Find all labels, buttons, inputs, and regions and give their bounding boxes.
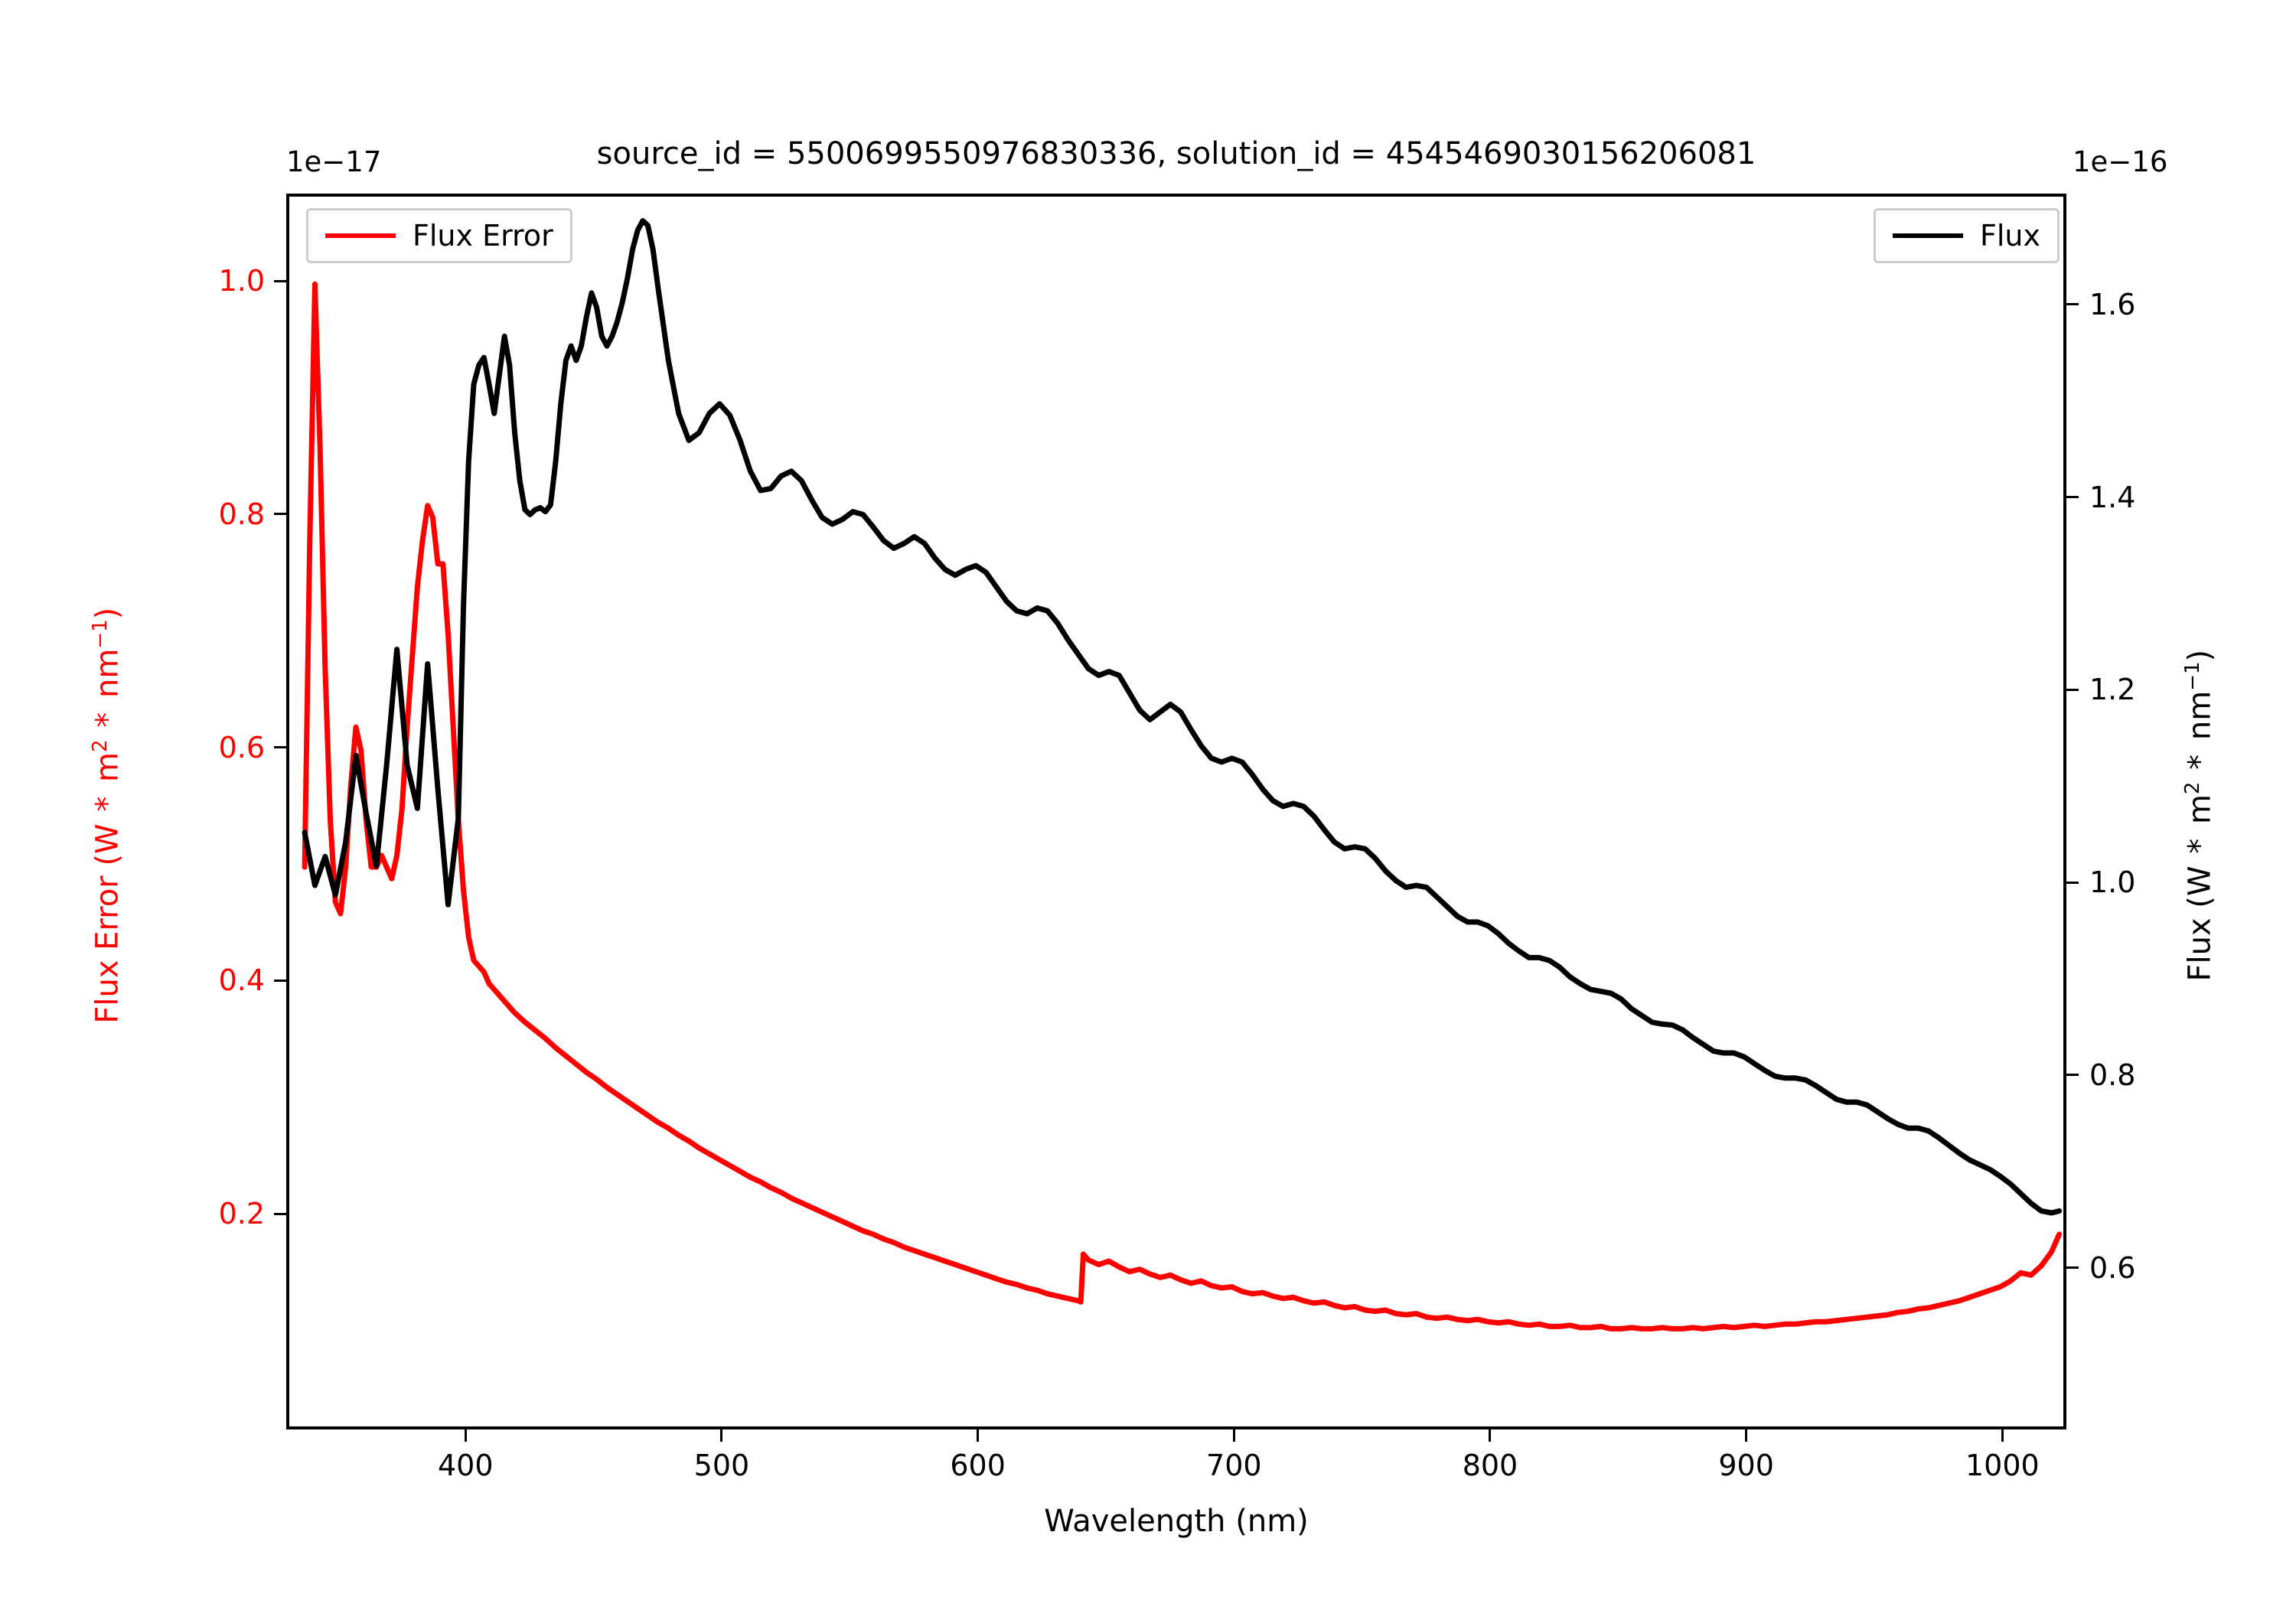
- right-y-tick-label: 1.4: [2089, 480, 2136, 514]
- left-y-tick-label: 0.6: [218, 730, 265, 764]
- left-y-tick-label: 0.8: [218, 497, 265, 531]
- legend-flux-error[interactable]: Flux Error: [306, 208, 572, 263]
- left-y-tick-label: 0.4: [218, 963, 265, 998]
- x-tick-mark: [720, 1429, 723, 1442]
- plot-area: [286, 194, 2066, 1429]
- right-y-axis-label: Flux (W * m2 * nm−1): [2181, 357, 2217, 1275]
- x-tick-label: 800: [1462, 1449, 1518, 1482]
- right-y-axis-label-text: Flux (W * m2 * nm−1): [2181, 649, 2218, 982]
- x-tick-mark: [1489, 1429, 1492, 1442]
- x-tick-label: 400: [438, 1449, 494, 1482]
- x-tick-label: 1000: [1965, 1449, 2040, 1482]
- right-y-tick-label: 1.2: [2089, 673, 2136, 707]
- left-y-tick-mark: [274, 746, 286, 749]
- x-tick-label: 600: [950, 1449, 1006, 1482]
- left-y-tick-label: 0.2: [218, 1197, 265, 1231]
- right-y-tick-mark: [2066, 496, 2079, 498]
- left-axis-offset-label: 1e−17: [286, 145, 382, 178]
- right-y-tick-mark: [2066, 688, 2079, 691]
- legend-line-icon-flux: [1893, 233, 1963, 238]
- right-y-tick-label: 0.6: [2089, 1250, 2136, 1285]
- x-axis-label: Wavelength (nm): [1044, 1504, 1309, 1539]
- left-y-tick-mark: [274, 1212, 286, 1215]
- left-y-tick-mark: [274, 279, 286, 282]
- right-axis-offset-label: 1e−16: [2073, 145, 2168, 178]
- right-y-tick-mark: [2066, 303, 2079, 306]
- right-y-tick-mark: [2066, 1266, 2079, 1270]
- x-tick-mark: [1745, 1429, 1748, 1442]
- series-line-flux-error: [302, 281, 2063, 1332]
- x-tick-mark: [464, 1429, 467, 1442]
- x-tick-label: 700: [1206, 1449, 1262, 1482]
- legend-flux[interactable]: Flux: [1874, 208, 2060, 263]
- left-y-tick-mark: [274, 513, 286, 516]
- right-y-tick-label: 0.8: [2089, 1058, 2136, 1092]
- left-y-axis-label: Flux Error (W * m2 * nm−1): [89, 357, 125, 1275]
- x-tick-label: 900: [1718, 1449, 1774, 1482]
- right-y-tick-mark: [2066, 1074, 2079, 1077]
- left-y-tick-mark: [274, 979, 286, 982]
- page-title: source_id = 5500699550976830336, solutio…: [596, 136, 1756, 171]
- series-line-flux: [302, 217, 2063, 1216]
- right-y-tick-mark: [2066, 881, 2079, 884]
- right-y-tick-label: 1.6: [2089, 287, 2136, 321]
- left-y-axis-label-text: Flux Error (W * m2 * nm−1): [89, 607, 126, 1024]
- x-tick-mark: [1232, 1429, 1235, 1442]
- left-y-tick-label: 1.0: [218, 264, 265, 298]
- legend-line-icon-flux-error: [325, 233, 396, 238]
- right-y-tick-label: 1.0: [2089, 865, 2136, 900]
- plot-svg: [302, 217, 2063, 1332]
- legend-label-flux: Flux: [1980, 219, 2040, 253]
- x-tick-mark: [977, 1429, 980, 1442]
- x-tick-mark: [2001, 1429, 2004, 1442]
- x-tick-label: 500: [693, 1449, 750, 1482]
- legend-label-flux-error: Flux Error: [413, 219, 553, 253]
